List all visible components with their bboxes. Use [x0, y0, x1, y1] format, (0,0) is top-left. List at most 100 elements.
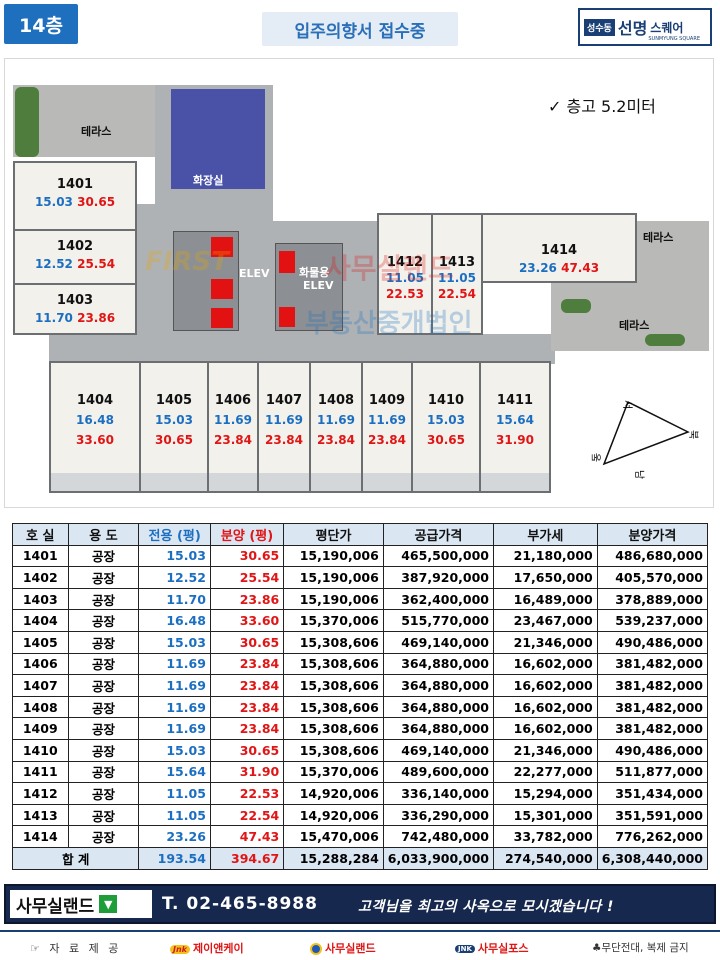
unit-number: 1401 [56, 177, 94, 192]
cell-unit: 1408 [12, 695, 69, 719]
total-supply-price: 6,033,900,000 [382, 846, 495, 870]
cell-exclusive: 11.69 [138, 717, 211, 740]
cell-exclusive: 23.26 [138, 825, 211, 848]
cell-unit: 1414 [12, 825, 69, 848]
cell-sale-price: 539,237,000 [596, 609, 709, 632]
unit-1414[interactable]: 1414 23.26 47.43 [481, 213, 637, 283]
unit-1405[interactable]: 1405 15.03 30.65 [139, 361, 209, 493]
cell-use: 공장 [67, 825, 140, 848]
unit-1412[interactable]: 1412 11.05 22.53 [377, 213, 433, 335]
cell-supply-price: 465,500,000 [382, 544, 495, 568]
exclusive-area: 11.69 [368, 413, 406, 427]
cell-sale-price: 490,486,000 [596, 738, 709, 762]
contact-phone[interactable]: T. 02-465-8988 [162, 894, 318, 914]
cell-unit-price: 15,470,006 [283, 825, 384, 848]
cell-exclusive: 11.69 [138, 652, 211, 676]
sale-area: 22.54 [438, 287, 476, 301]
total-unit-price: 15,288,284 [283, 846, 384, 870]
unit-number: 1403 [56, 293, 94, 308]
cell-supply-price: 364,880,000 [382, 674, 495, 697]
unit-1410[interactable]: 1410 15.03 30.65 [411, 361, 481, 493]
table-row: 1401 공장 15.03 30.65 15,190,006 465,500,000 21,… [12, 544, 709, 568]
cell-unit: 1411 [12, 760, 69, 784]
cell-unit-price: 15,308,606 [283, 674, 384, 697]
unit-1407[interactable]: 1407 11.69 23.84 [257, 361, 311, 493]
cell-sale: 23.86 [209, 587, 285, 611]
elev-label: ELEV [239, 267, 270, 280]
freight-car-icon [279, 251, 295, 273]
cell-sale-price: 378,889,000 [596, 587, 709, 611]
cell-use: 공장 [67, 566, 140, 589]
cell-unit: 1405 [12, 630, 69, 654]
cell-vat: 16,602,000 [493, 674, 598, 697]
exclusive-area: 15.03 [34, 195, 73, 209]
unit-1413[interactable]: 1413 11.05 22.54 [431, 213, 483, 335]
cell-sale: 22.53 [209, 782, 285, 805]
unit-1411[interactable]: 1411 15.64 31.90 [479, 361, 551, 493]
table-row: 1412 공장 11.05 22.53 14,920,006 336,140,000 15,… [12, 782, 709, 805]
cell-unit: 1409 [12, 717, 69, 740]
cell-vat: 22,277,000 [493, 760, 598, 784]
unit-1408[interactable]: 1408 11.69 23.84 [309, 361, 363, 493]
cell-supply-price: 515,770,000 [382, 609, 495, 632]
cell-unit-price: 15,370,006 [283, 760, 384, 784]
table-row: 1413 공장 11.05 22.54 14,920,006 336,290,000 15,… [12, 803, 709, 827]
cell-sale: 47.43 [209, 825, 285, 848]
table-row: 1414 공장 23.26 47.43 15,470,006 742,480,000 33,… [12, 825, 709, 848]
cell-vat: 17,650,000 [493, 566, 598, 589]
unit-number: 1402 [56, 239, 94, 254]
cell-use: 공장 [67, 803, 140, 827]
cell-exclusive: 15.03 [138, 544, 211, 568]
elevator-car-icon [211, 237, 233, 257]
footer-pos-label: 사무실포스 [477, 942, 529, 955]
cell-sale: 23.84 [209, 674, 285, 697]
cell-supply-price: 364,880,000 [382, 695, 495, 719]
cell-unit-price: 15,308,606 [283, 652, 384, 676]
cell-use: 공장 [67, 652, 140, 676]
unit-number: 1410 [427, 393, 465, 408]
compass-south: 남 [633, 470, 645, 479]
cell-use: 공장 [67, 609, 140, 632]
unit-1406[interactable]: 1406 11.69 23.84 [207, 361, 259, 493]
unit-1409[interactable]: 1409 11.69 23.84 [361, 361, 413, 493]
col-sale: 분양 (평) [209, 523, 285, 546]
cell-sale-price: 381,482,000 [596, 652, 709, 676]
cell-unit-price: 14,920,006 [283, 803, 384, 827]
sale-area: 23.84 [214, 433, 252, 447]
contact-brand-name: 사무실랜드 [16, 896, 95, 917]
col-unit: 호 실 [12, 523, 69, 546]
cell-sale-price: 381,482,000 [596, 695, 709, 719]
cell-unit-price: 14,920,006 [283, 782, 384, 805]
unit-1402[interactable]: 1402 12.52 25.54 [13, 229, 137, 285]
brand-small: 성수동 [584, 18, 615, 36]
cell-use: 공장 [67, 695, 140, 719]
watermark-logo: FIRST [145, 247, 229, 277]
sale-area: 33.60 [76, 433, 114, 447]
terrace-label: 테라스 [643, 231, 674, 244]
unit-number: 1405 [155, 393, 193, 408]
sale-area: 30.65 [427, 433, 465, 447]
unit-1401[interactable]: 1401 15.03 30.65 [13, 161, 137, 231]
planter-icon [645, 334, 685, 346]
cell-exclusive: 11.69 [138, 674, 211, 697]
cell-unit: 1410 [12, 738, 69, 762]
sale-area: 47.43 [561, 261, 600, 275]
cell-exclusive: 16.48 [138, 609, 211, 632]
cell-unit-price: 15,190,006 [283, 566, 384, 589]
footer-jnk-label: 제이앤케이 [193, 942, 244, 955]
unit-number: 1407 [265, 393, 303, 408]
cell-unit-price: 15,370,006 [283, 609, 384, 632]
unit-1403[interactable]: 1403 11.70 23.86 [13, 283, 137, 335]
unit-1404[interactable]: 1404 16.48 33.60 [49, 361, 141, 493]
restroom-area [171, 89, 265, 189]
col-use: 용 도 [67, 523, 140, 546]
page-title: 입주의향서 접수중 [262, 12, 458, 46]
unit-number: 1414 [540, 243, 578, 258]
footer-land: 사무실랜드 [310, 940, 376, 956]
unit-number: 1413 [438, 255, 476, 270]
exclusive-area: 15.03 [155, 413, 193, 427]
floor-badge: 14층 [4, 4, 78, 44]
contact-slogan: 고객님을 최고의 사옥으로 모시겠습니다 ! [358, 899, 614, 915]
sale-area: 23.84 [265, 433, 303, 447]
cell-sale: 22.54 [209, 803, 285, 827]
